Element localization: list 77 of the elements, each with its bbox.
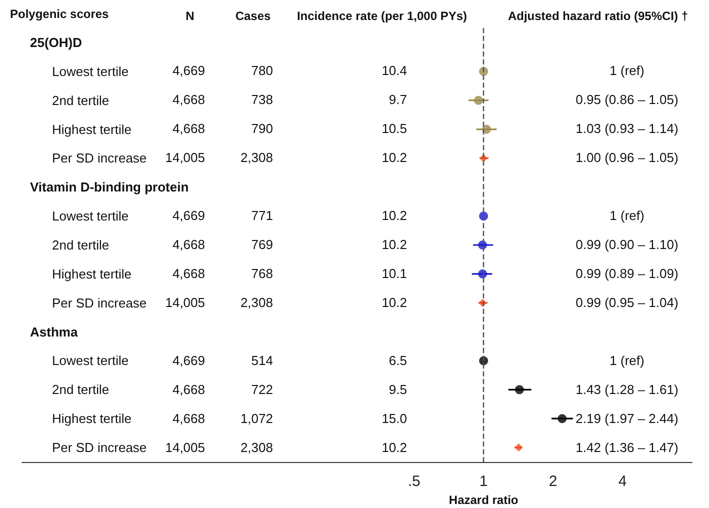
text: Cases: [235, 8, 271, 24]
y-tick-label: Per SD increase: [52, 295, 147, 310]
y-tick-label: Per SD increase: [52, 150, 147, 166]
text: 15.0: [382, 410, 407, 426]
text: 4,668: [172, 237, 205, 252]
text: Adjusted hazard ratio (95%CI) †: [508, 8, 688, 24]
text: 9.7: [388, 92, 407, 108]
text: 780: [251, 63, 273, 78]
text: 1 (ref): [610, 352, 644, 368]
y-tick-label: Highest tertile: [52, 411, 132, 426]
text: 1.00 (0.96 – 1.05): [576, 150, 678, 166]
text: 14,005: [165, 150, 205, 166]
y-tick-label: Highest tertile: [52, 266, 132, 282]
text: 2,308: [240, 294, 273, 310]
x-tick-label: 4: [618, 473, 627, 490]
x-axis-title: Hazard ratio: [448, 493, 518, 507]
text: 1 (ref): [610, 63, 644, 78]
y-tick-label: 2nd tertile: [52, 238, 110, 252]
text: 771: [251, 208, 273, 224]
point: [479, 66, 488, 76]
y-tick-label: Lowest tertile: [52, 64, 129, 79]
y-tick-label: Per SD increase: [52, 440, 147, 456]
text: 9.5: [388, 382, 407, 397]
text: 0.99 (0.90 – 1.10): [576, 237, 678, 252]
text: 10.2: [382, 294, 407, 310]
text: 2,308: [240, 440, 273, 455]
text: 514: [251, 352, 273, 368]
text: 2,308: [240, 150, 273, 166]
text: 10.2: [382, 150, 407, 166]
text: 10.2: [382, 440, 407, 455]
y-axis-title: Polygenic scores: [10, 7, 110, 21]
text: 0.99 (0.89 – 1.09): [576, 266, 678, 281]
text: 4,669: [172, 208, 205, 224]
text: 0.95 (0.86 – 1.05): [576, 92, 678, 108]
text: 6.5: [388, 352, 407, 368]
text: 10.2: [382, 208, 407, 224]
text: 14,005: [165, 440, 205, 455]
x-tick-label: 1: [479, 473, 488, 490]
text: 1.03 (0.93 – 1.14): [576, 121, 678, 136]
y-tick-label: Lowest tertile: [52, 353, 129, 368]
text: 722: [251, 382, 273, 397]
text: 4,668: [172, 121, 205, 136]
y-tick-label: Lowest tertile: [52, 208, 129, 224]
text: N: [186, 8, 194, 24]
text: 768: [251, 266, 273, 281]
text: 10.2: [382, 237, 407, 252]
y-tick-label: 2nd tertile: [52, 382, 110, 398]
y-tick-label: 25(OH)D: [30, 34, 82, 50]
text: 1.43 (1.28 – 1.61): [576, 382, 678, 397]
text: 2.19 (1.97 – 2.44): [576, 410, 678, 426]
text: 1,072: [240, 410, 273, 426]
y-tick-label: Highest tertile: [52, 122, 132, 137]
text: Incidence rate (per 1,000 PYs): [296, 8, 468, 24]
text: 1 (ref): [610, 208, 644, 224]
point: [478, 269, 488, 278]
text: 4,668: [172, 382, 205, 397]
x-tick-label: .5: [408, 473, 420, 490]
text: 4,669: [172, 352, 205, 368]
text: 10.4: [382, 63, 407, 78]
text: 738: [251, 92, 273, 108]
text: 14,005: [165, 294, 205, 310]
y-tick-label: Asthma: [30, 324, 78, 340]
point: [558, 414, 567, 424]
text: 4,668: [172, 92, 205, 108]
point: [482, 124, 492, 134]
text: 10.1: [382, 266, 407, 281]
text: 4,669: [172, 63, 205, 78]
text: 0.99 (0.95 – 1.04): [576, 294, 678, 310]
text: 4,668: [172, 410, 205, 426]
text: 4,668: [172, 266, 205, 281]
text: 790: [251, 121, 273, 136]
text: 769: [251, 237, 273, 252]
text: 10.5: [382, 121, 407, 136]
text: 1.42 (1.36 – 1.47): [576, 440, 678, 455]
y-tick-label: 2nd tertile: [52, 92, 110, 108]
x-tick-label: 2: [548, 473, 558, 490]
y-tick-label: Vitamin D-binding protein: [30, 180, 189, 195]
